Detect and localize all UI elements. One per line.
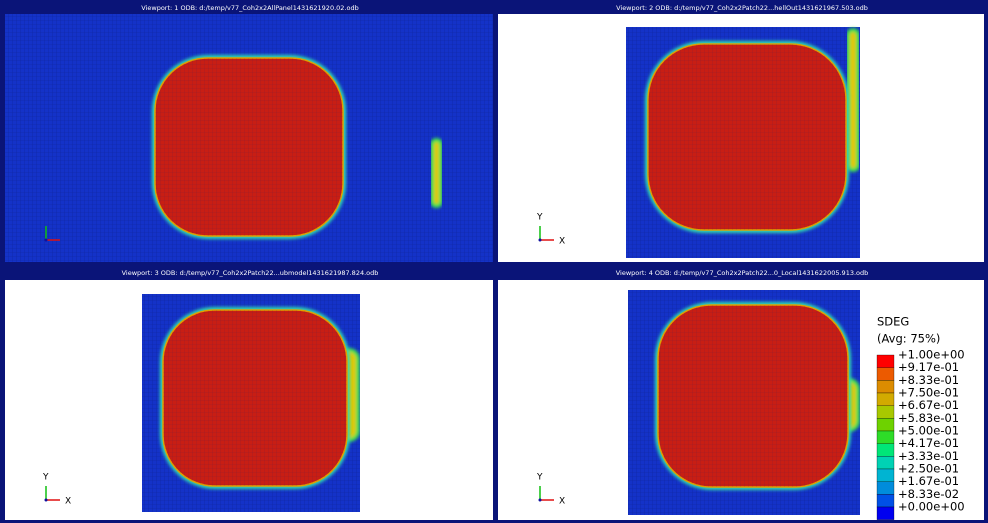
legend-label: +4.17e-01: [898, 436, 959, 450]
contour-spot: [846, 28, 860, 172]
legend-label: +8.33e-02: [898, 487, 959, 501]
mesh: [155, 58, 343, 236]
legend-swatch: [876, 456, 895, 470]
legend-label: +6.67e-01: [898, 398, 959, 412]
triad-origin: [538, 498, 542, 502]
legend-swatch: [876, 443, 895, 457]
legend-title: SDEG: [877, 315, 909, 329]
legend-swatch: [876, 481, 895, 495]
legend-subtitle: (Avg: 75%): [877, 332, 940, 346]
legend-label: +2.50e-01: [898, 462, 959, 476]
legend-label: +5.00e-01: [898, 424, 959, 438]
triad-origin: [44, 238, 48, 242]
legend-label: +0.00e+00: [898, 500, 965, 514]
mesh: [658, 305, 848, 487]
triad-label: X: [65, 497, 71, 507]
legend-label: +7.50e-01: [898, 386, 959, 400]
mesh: [163, 310, 347, 486]
legend-label: +5.83e-01: [898, 411, 959, 425]
legend-label: +8.33e-01: [898, 373, 959, 387]
contour-spot: [430, 138, 443, 208]
legend-label: +1.67e-01: [898, 474, 959, 488]
legend-swatch: [876, 405, 895, 419]
legend-swatch: [876, 418, 895, 432]
triad-label: X: [559, 497, 565, 507]
viewport-title: Viewport: 4 ODB: d:/temp/v77_Coh2x2Patch…: [616, 269, 869, 277]
viewport-title: Viewport: 2 ODB: d:/temp/v77_Coh2x2Patch…: [616, 4, 868, 12]
viewport-title: Viewport: 1 ODB: d:/temp/v77_Coh2x2AllPa…: [141, 4, 358, 12]
legend-label: +1.00e+00: [898, 348, 965, 362]
triad-origin: [538, 238, 542, 242]
triad-origin: [44, 498, 48, 502]
viewport-title: Viewport: 3 ODB: d:/temp/v77_Coh2x2Patch…: [122, 269, 379, 277]
triad-label: Y: [536, 213, 543, 223]
legend-swatch: [876, 494, 895, 508]
triad-label: Y: [42, 473, 49, 483]
legend-swatch: [876, 367, 895, 381]
legend-swatch: [876, 430, 895, 444]
triad-label: Y: [536, 473, 543, 483]
mesh: [648, 44, 846, 230]
legend-swatch: [876, 380, 895, 394]
legend-label: +9.17e-01: [898, 360, 959, 374]
legend-swatch: [876, 392, 895, 406]
triad-label: X: [559, 237, 565, 247]
legend-label: +3.33e-01: [898, 449, 959, 463]
legend-swatch: [876, 506, 895, 520]
legend-swatch: [876, 468, 895, 482]
legend-swatch: [876, 354, 895, 368]
